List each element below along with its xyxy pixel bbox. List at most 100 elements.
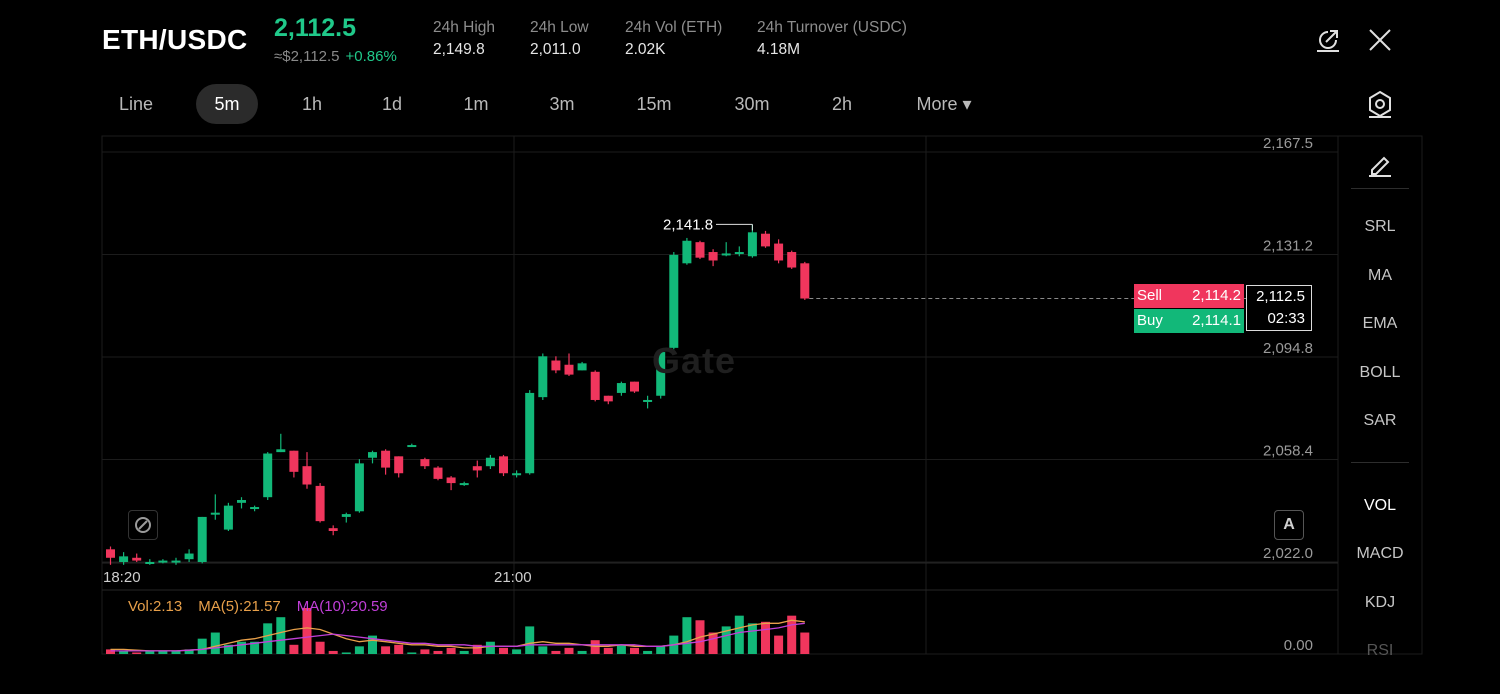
draw-pencil-icon[interactable] <box>1366 150 1394 178</box>
stat-turnover: 24h Turnover (USDC) 4.18M <box>757 19 907 59</box>
indicator-boll[interactable]: BOLL <box>1359 364 1401 381</box>
candle-body <box>761 233 770 247</box>
autoscale-button[interactable]: A <box>1274 510 1304 540</box>
stat-value: 2.02K <box>625 41 666 58</box>
candle-body <box>630 381 639 392</box>
volume-bar <box>747 623 757 654</box>
indicator-rsi[interactable]: RSI <box>1366 642 1394 659</box>
price-change: +0.86% <box>345 48 397 65</box>
y-tick-label: 2,167.5 <box>1263 135 1313 152</box>
indicator-vol[interactable]: VOL <box>1363 497 1396 514</box>
candle-body <box>721 253 731 256</box>
indicator-sar[interactable]: SAR <box>1363 412 1397 429</box>
tab-2h[interactable]: 2h <box>831 94 853 114</box>
candle-body <box>381 450 391 468</box>
indicator-macd[interactable]: MACD <box>1356 545 1404 562</box>
candle-body <box>197 516 207 562</box>
candle-body <box>734 252 744 255</box>
volume-bar <box>708 632 718 654</box>
tab-1h[interactable]: 1h <box>301 94 323 114</box>
indicator-ma[interactable]: MA <box>1368 267 1392 284</box>
volume-bar <box>197 638 207 654</box>
candle-body <box>250 507 260 510</box>
candle-body <box>512 473 522 476</box>
candle-body <box>603 395 613 402</box>
volume-bar <box>603 647 613 654</box>
candle-body <box>368 452 377 458</box>
ma10-line <box>110 622 805 652</box>
volume-bar <box>590 640 600 654</box>
candle-body <box>145 562 155 564</box>
indicator-kdj[interactable]: KDJ <box>1364 594 1396 611</box>
x-tick-label: 18:20 <box>103 569 141 586</box>
volume-bar <box>446 647 456 654</box>
chart-settings-icon[interactable] <box>1366 90 1394 118</box>
candle-body <box>328 528 338 532</box>
volume-bar <box>656 646 666 654</box>
y-tick-label: 2,022.0 <box>1263 545 1313 562</box>
stat-label: 24h High <box>433 19 496 36</box>
volume-bar <box>394 644 404 654</box>
volume-bar <box>368 635 377 654</box>
volume-bar <box>315 641 325 654</box>
volume-bar <box>800 632 810 654</box>
tab-15m[interactable]: 15m <box>636 94 672 114</box>
pair-title[interactable]: ETH/USDC <box>102 24 248 55</box>
volume-bar <box>682 617 692 654</box>
volume-bar <box>525 626 535 654</box>
indicator-ema[interactable]: EMA <box>1362 315 1398 332</box>
buy-price: 2,114.1 <box>1192 312 1241 329</box>
candle-body <box>564 364 574 375</box>
stat-value: 4.18M <box>757 41 801 58</box>
stat-volume: 24h Vol (ETH) 2.02K <box>625 19 722 59</box>
volume-bar <box>577 650 587 654</box>
divider <box>1351 188 1409 189</box>
current-price-tag: 2,112.5 02:33 <box>1246 285 1312 331</box>
candle-body <box>682 240 692 264</box>
volume-bar <box>132 652 142 654</box>
candle-body <box>210 512 220 515</box>
candle-body <box>354 463 364 512</box>
candle-body <box>774 243 784 261</box>
volume-bar <box>354 646 364 654</box>
tab-30m[interactable]: 30m <box>734 94 770 114</box>
volume-bar <box>420 649 430 654</box>
volume-bar <box>721 626 731 654</box>
candle-body <box>158 560 168 563</box>
tab-1m[interactable]: 1m <box>463 94 489 114</box>
magnet-icon <box>135 517 151 533</box>
x-tick-label: 21:00 <box>494 569 532 586</box>
volume-bar <box>237 641 246 654</box>
volume-bar <box>761 621 770 654</box>
sell-price-tag[interactable]: Sell 2,114.2 <box>1134 284 1244 308</box>
tab-5m[interactable]: 5m <box>196 84 258 124</box>
volume-bar <box>119 650 129 654</box>
close-icon[interactable] <box>1366 26 1394 54</box>
candle-countdown: 02:33 <box>1267 310 1305 327</box>
chart-frame <box>101 135 1423 655</box>
volume-bar <box>145 650 155 654</box>
drawing-toggle-button[interactable] <box>128 510 158 540</box>
tab-1d[interactable]: 1d <box>381 94 403 114</box>
tab-3m[interactable]: 3m <box>549 94 575 114</box>
stat-label: 24h Turnover (USDC) <box>757 19 907 36</box>
volume-bar <box>774 635 784 654</box>
volume-bar <box>630 647 639 654</box>
tab-more[interactable]: More ▾ <box>916 94 972 114</box>
candle-body <box>420 459 430 467</box>
candle-body <box>341 514 351 517</box>
candle-body <box>289 450 299 472</box>
candle-body <box>119 556 129 562</box>
volume-bar <box>341 652 351 654</box>
buy-price-tag[interactable]: Buy 2,114.1 <box>1134 309 1244 333</box>
share-icon[interactable] <box>1314 26 1342 54</box>
vol-value: Vol:2.13 <box>128 598 183 615</box>
indicator-srl[interactable]: SRL <box>1364 218 1396 235</box>
volume-bar <box>538 646 548 654</box>
vol-ma5: MA(5):21.57 <box>198 598 281 615</box>
volume-bar <box>551 650 561 654</box>
tab-line[interactable]: Line <box>118 94 154 114</box>
candle-body <box>446 477 456 484</box>
